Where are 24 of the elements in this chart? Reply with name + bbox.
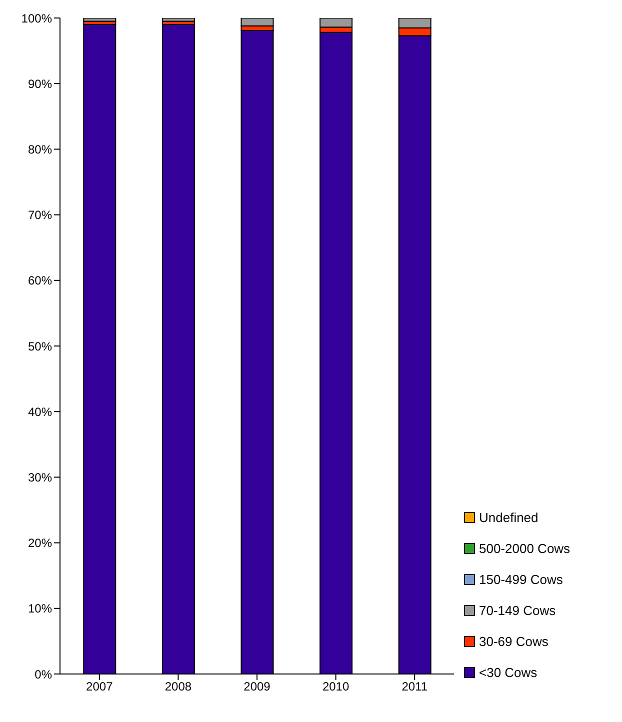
- y-tick-label: 40%: [28, 404, 52, 419]
- y-tick-label: 100%: [21, 11, 52, 26]
- x-tick-label: 2011: [402, 680, 428, 694]
- x-tick-label: 2008: [164, 680, 192, 694]
- x-tick-label: 2010: [322, 680, 350, 694]
- y-tick-label: 90%: [28, 76, 52, 91]
- x-tick-label: 2009: [244, 680, 271, 694]
- bar: [162, 18, 195, 22]
- y-tick-label: 10%: [28, 602, 52, 616]
- bar: [83, 18, 116, 22]
- legend-label: 500-2000 Cows: [479, 541, 570, 556]
- y-tick-label: 0%: [34, 667, 52, 682]
- legend-label: <30 Cows: [479, 665, 538, 680]
- y-tick-label: 30%: [28, 470, 52, 484]
- y-tick-label: 70%: [28, 208, 52, 222]
- y-tick-label: 60%: [28, 274, 52, 288]
- x-tick-label: 2007: [86, 680, 114, 694]
- y-tick-label: 20%: [28, 536, 52, 550]
- legend-label: 30-69 Cows: [479, 634, 548, 649]
- legend-label: 150-499 Cows: [479, 572, 563, 587]
- legend-label: Undefined: [479, 510, 538, 525]
- y-tick-label: 80%: [28, 142, 52, 156]
- legend-label: 70-149 Cows: [479, 603, 556, 618]
- y-tick-label: 50%: [28, 339, 52, 354]
